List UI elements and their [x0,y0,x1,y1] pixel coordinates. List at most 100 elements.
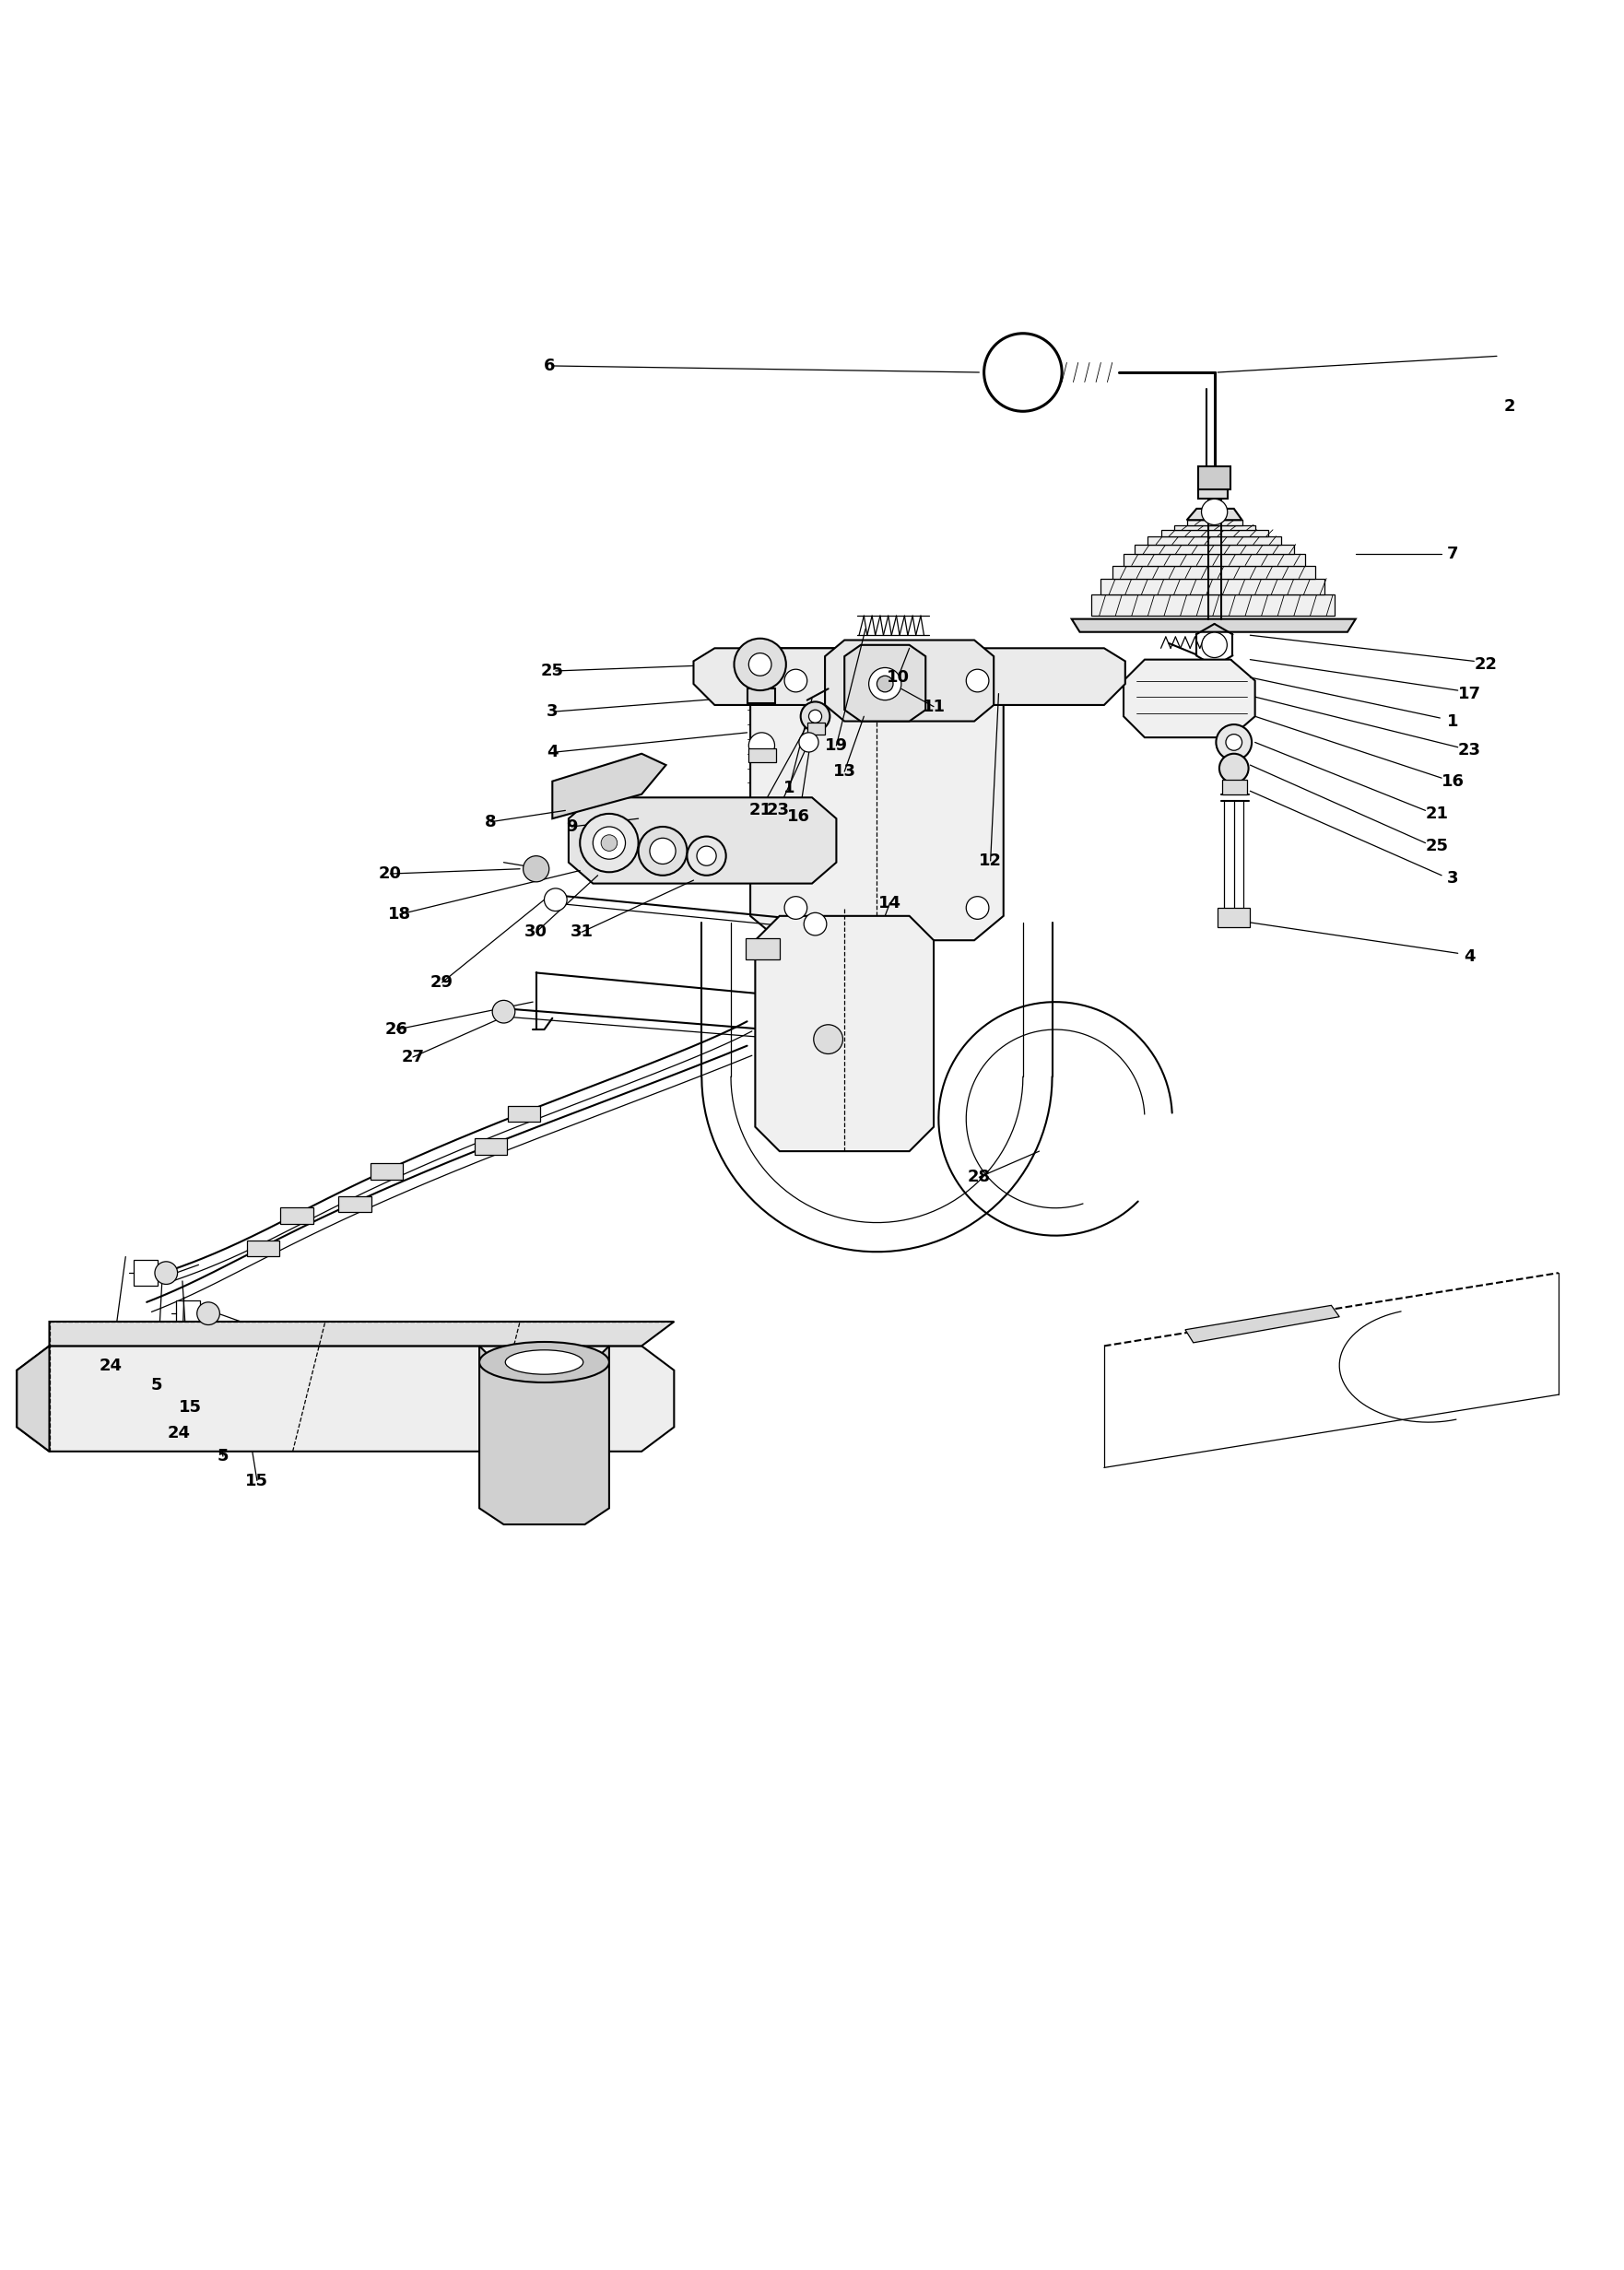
Text: 22: 22 [1475,656,1497,672]
Text: 18: 18 [388,906,411,922]
Text: 12: 12 [979,854,1002,869]
Text: 10: 10 [887,670,909,686]
Circle shape [784,897,807,919]
Polygon shape [1186,1305,1340,1342]
Polygon shape [844,645,926,722]
Text: 11: 11 [922,699,945,715]
Circle shape [809,711,822,722]
Polygon shape [133,1260,158,1285]
Polygon shape [1124,661,1255,738]
Bar [247,1239,279,1255]
Bar [745,940,780,960]
Polygon shape [825,640,994,722]
Circle shape [154,1262,177,1285]
Text: 24: 24 [99,1357,122,1373]
Circle shape [804,913,827,935]
Text: 1: 1 [783,779,796,797]
Polygon shape [1174,524,1255,529]
Text: 31: 31 [570,924,593,940]
Bar [747,688,775,704]
Circle shape [197,1303,219,1326]
Polygon shape [175,1301,200,1326]
Text: 3: 3 [547,704,559,720]
Circle shape [638,826,687,876]
Text: 8: 8 [486,813,497,831]
Circle shape [544,888,567,910]
Polygon shape [1091,595,1335,615]
Circle shape [523,856,549,881]
Polygon shape [1148,536,1281,545]
Text: 4: 4 [1463,949,1475,965]
Text: 4: 4 [547,745,559,760]
Bar [474,1140,507,1155]
Circle shape [687,835,726,876]
Text: 13: 13 [833,763,856,781]
Text: 28: 28 [968,1169,991,1185]
Polygon shape [552,754,666,819]
Circle shape [869,667,901,699]
Text: 2: 2 [1504,397,1515,415]
Polygon shape [1112,565,1315,579]
Ellipse shape [479,1342,609,1382]
Bar [1199,465,1231,490]
Circle shape [697,847,716,865]
Text: 20: 20 [378,865,401,883]
Circle shape [1220,754,1249,783]
Polygon shape [1187,508,1242,520]
Text: 14: 14 [879,894,901,910]
Circle shape [814,1024,843,1053]
Circle shape [593,826,625,858]
Circle shape [784,670,807,692]
Polygon shape [1072,620,1356,631]
Text: 15: 15 [245,1473,268,1489]
Text: 16: 16 [1442,774,1465,790]
Text: 6: 6 [544,359,555,375]
Polygon shape [755,915,934,1151]
Text: 3: 3 [1447,869,1458,888]
Circle shape [601,835,617,851]
Polygon shape [1124,554,1306,565]
Circle shape [1226,733,1242,751]
Bar [370,1165,403,1180]
Polygon shape [568,797,836,883]
Polygon shape [16,1346,674,1451]
Circle shape [1216,724,1252,760]
Polygon shape [479,1346,609,1525]
Text: 5: 5 [151,1376,162,1394]
Text: 23: 23 [1458,742,1481,758]
Polygon shape [750,649,1004,940]
Ellipse shape [505,1351,583,1373]
Text: 30: 30 [525,924,547,940]
Text: 9: 9 [567,819,578,835]
Circle shape [1202,499,1228,524]
Bar [807,722,825,733]
Bar [281,1208,313,1224]
Polygon shape [1135,545,1294,554]
Polygon shape [1101,579,1325,595]
Circle shape [966,897,989,919]
Text: 17: 17 [1458,686,1481,701]
Polygon shape [16,1346,49,1451]
Bar [339,1196,370,1212]
Circle shape [580,813,638,872]
Bar [1223,779,1247,794]
Text: 24: 24 [167,1426,190,1441]
Circle shape [801,701,830,731]
Circle shape [749,654,771,676]
Circle shape [650,838,676,865]
Circle shape [749,733,775,758]
Bar [508,1105,541,1121]
Text: 25: 25 [541,663,564,679]
Text: 1: 1 [1447,713,1458,729]
Circle shape [799,733,818,751]
Text: 7: 7 [1447,545,1458,563]
Text: 25: 25 [1426,838,1449,854]
Bar [749,749,776,763]
Circle shape [984,334,1062,411]
Text: 21: 21 [1426,806,1449,822]
Circle shape [877,676,893,692]
Text: 15: 15 [179,1398,201,1416]
Text: 21: 21 [749,801,771,819]
Polygon shape [49,1321,674,1346]
Polygon shape [1187,520,1242,524]
